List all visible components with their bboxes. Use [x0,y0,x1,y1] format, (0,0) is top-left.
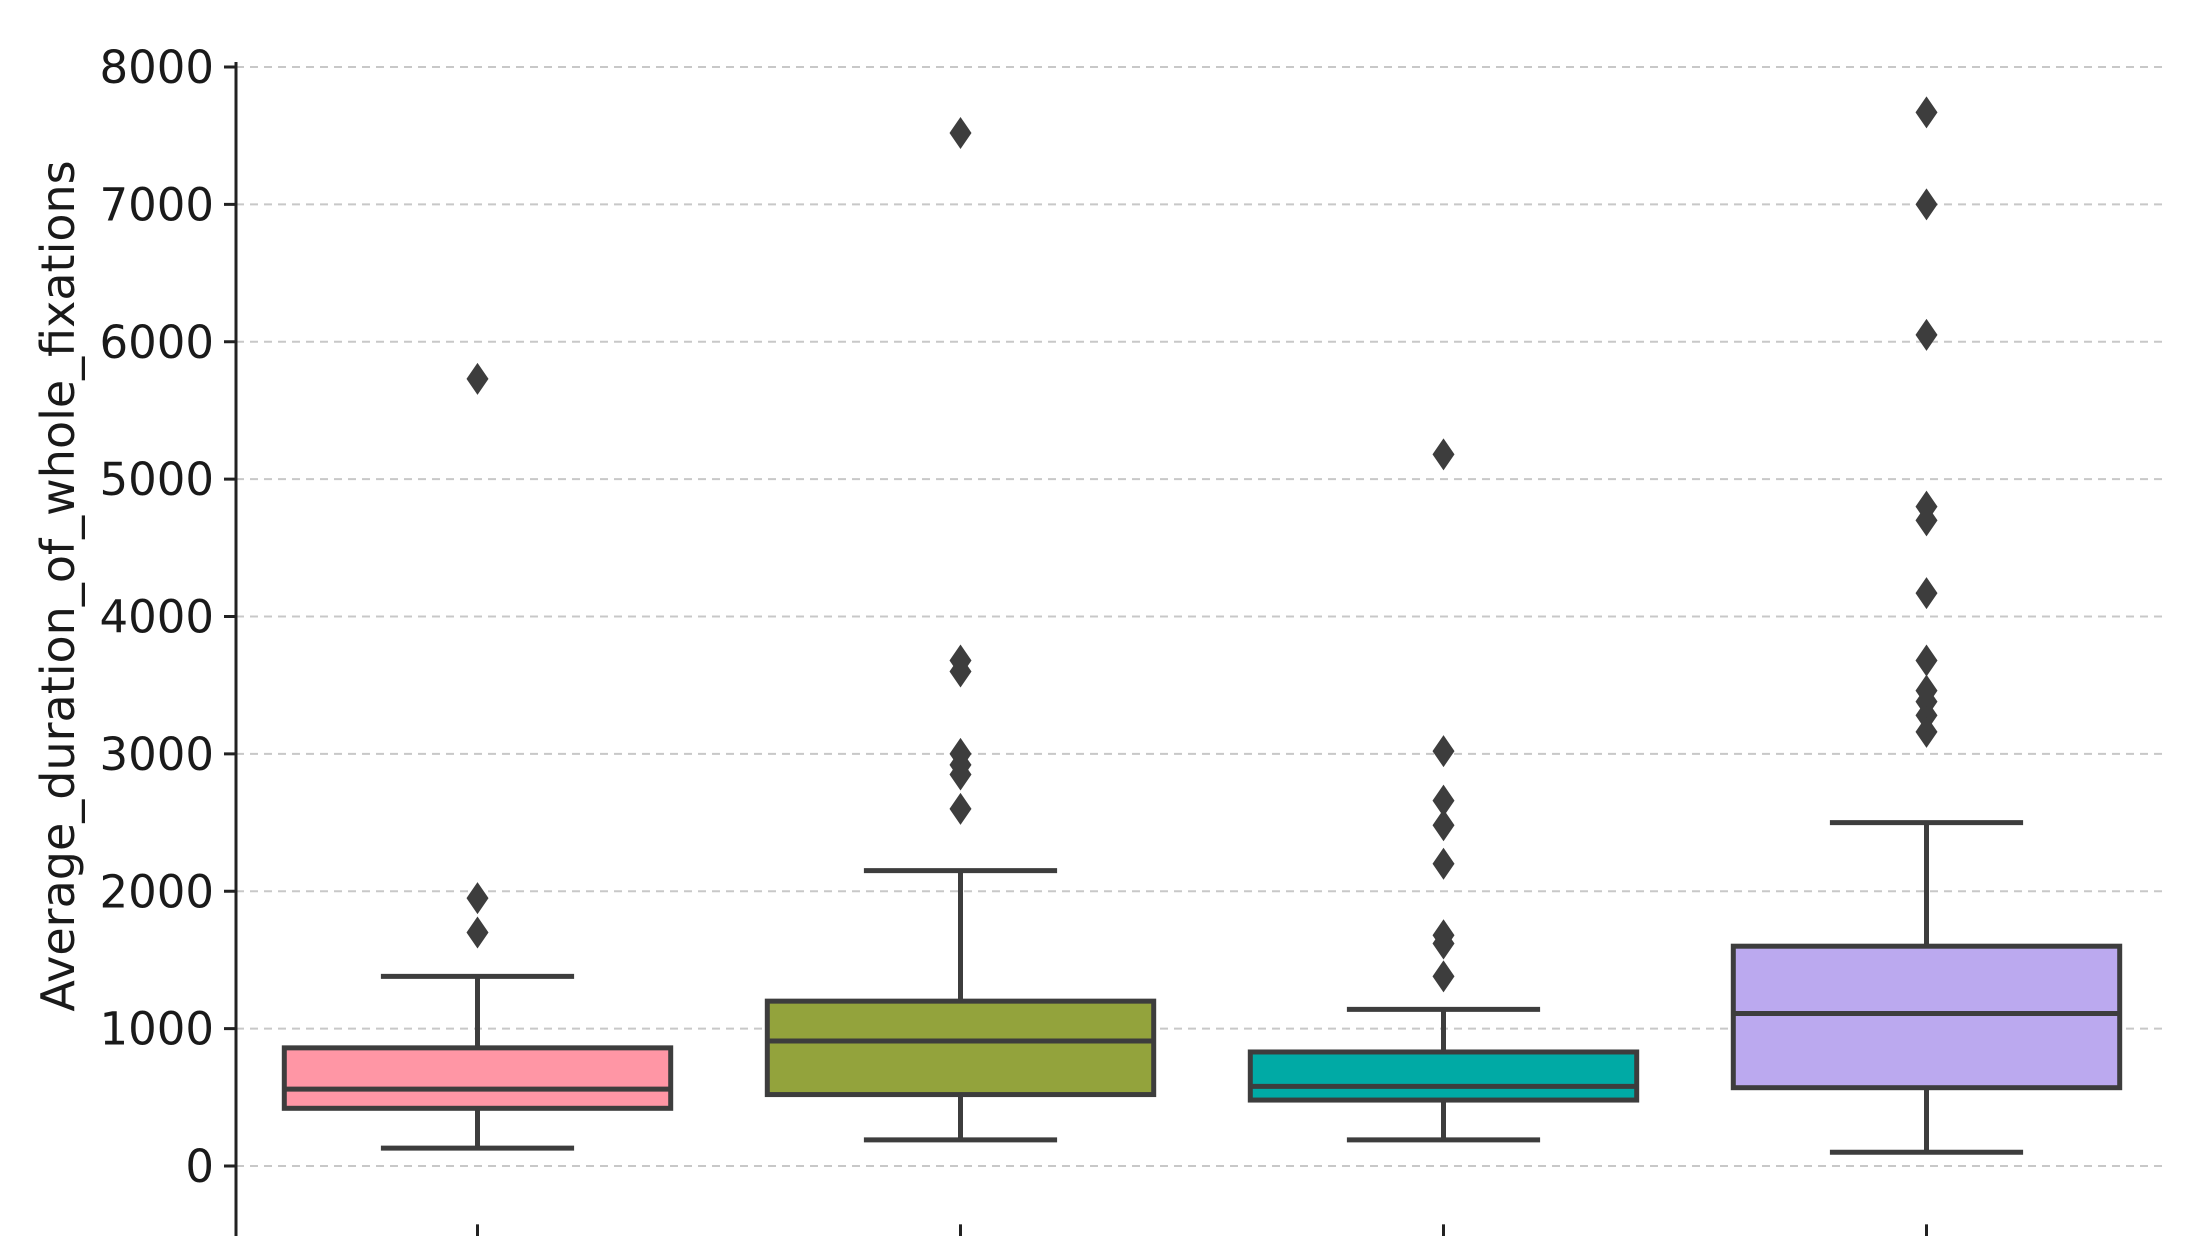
box-group-4 [1730,96,2123,1155]
outlier-point [949,737,972,770]
y-tick-label: 7000 [99,178,214,231]
outlier-point [1915,188,1938,221]
y-tick-label: 8000 [99,41,214,94]
outlier-point [949,792,972,825]
y-axis-title: Average_duration_of_whole_fixations [31,160,85,1011]
box-group-2 [764,116,1157,1143]
outlier-point [466,916,489,949]
outlier-point [1432,809,1455,842]
y-tick-label: 6000 [99,316,214,369]
outlier-point [1432,438,1455,471]
outlier-point [949,116,972,149]
iqr-box [1247,1049,1640,1103]
outlier-point [1915,715,1938,748]
outlier-point [466,882,489,915]
y-tick-label: 4000 [99,591,214,644]
outlier-point [1432,960,1455,993]
outlier-point [1915,318,1938,351]
y-tick-label: 5000 [99,453,214,506]
y-tick-label: 0 [185,1140,214,1193]
iqr-box [281,1045,674,1111]
outlier-point [1915,490,1938,523]
box-group-3 [1247,438,1640,1143]
iqr-box [764,998,1157,1098]
box-series [281,96,2123,1155]
outlier-point [1915,644,1938,677]
iqr-box [1730,943,2123,1091]
outlier-point [1432,735,1455,768]
outlier-point [1432,919,1455,952]
outlier-point [949,644,972,677]
outlier-point [1915,577,1938,610]
outlier-point [1432,847,1455,880]
outlier-point [1915,674,1938,707]
outlier-point [1432,784,1455,817]
y-tick-label: 1000 [99,1003,214,1056]
y-tick-label: 3000 [99,728,214,781]
outlier-point [1915,96,1938,129]
tick-labels: 0 1000 2000 3000 4000 5000 6000 7000 8000 [99,41,214,1193]
grid-lines [236,66,2168,1167]
box-group-1 [281,362,674,1151]
outlier-point [466,362,489,395]
axes [224,62,1928,1236]
y-tick-label: 2000 [99,865,214,918]
